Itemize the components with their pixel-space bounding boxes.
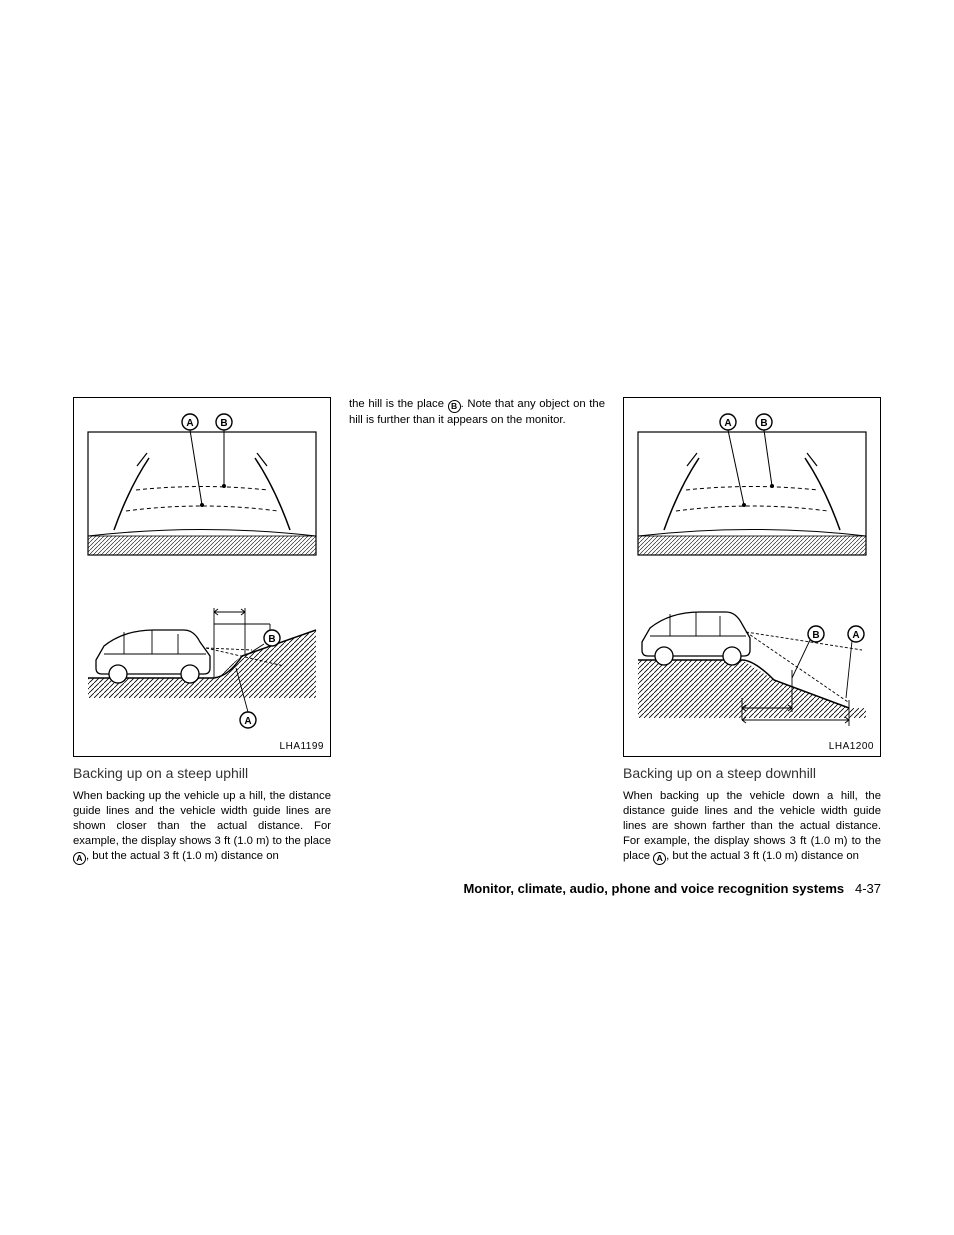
- marker-b-inline-icon: B: [448, 400, 461, 413]
- svg-text:A: A: [186, 418, 193, 429]
- figure-id-label: LHA1200: [829, 741, 874, 752]
- figure-id-label: LHA1199: [280, 741, 324, 752]
- figure-uphill: A B: [73, 397, 331, 757]
- footer-page-number: 4-37: [855, 881, 881, 896]
- column-left: A B: [73, 397, 331, 895]
- marker-a-inline-icon: A: [73, 852, 86, 865]
- body-downhill: When backing up the vehicle down a hill,…: [623, 789, 881, 865]
- svg-text:B: B: [760, 418, 767, 429]
- svg-text:A: A: [724, 418, 731, 429]
- diagram-uphill-icon: A B: [74, 398, 330, 756]
- page-content: A B: [73, 397, 881, 895]
- marker-a-inline-icon: A: [653, 852, 666, 865]
- subheading-downhill: Backing up on a steep downhill: [623, 765, 881, 781]
- svg-text:B: B: [812, 630, 819, 641]
- svg-text:B: B: [268, 634, 275, 645]
- column-middle: the hill is the place B. Note that any o…: [349, 397, 605, 895]
- body-uphill: When backing up the vehicle up a hill, t…: [73, 789, 331, 865]
- svg-text:A: A: [852, 630, 859, 641]
- body-middle: the hill is the place B. Note that any o…: [349, 397, 605, 428]
- column-right: A B: [623, 397, 881, 895]
- footer-section-title: Monitor, climate, audio, phone and voice…: [463, 881, 844, 896]
- section-footer: Monitor, climate, audio, phone and voice…: [463, 881, 881, 896]
- diagram-downhill-icon: A B: [624, 398, 880, 756]
- subheading-uphill: Backing up on a steep uphill: [73, 765, 331, 781]
- svg-text:B: B: [220, 418, 227, 429]
- svg-text:A: A: [244, 716, 251, 727]
- figure-downhill: A B: [623, 397, 881, 757]
